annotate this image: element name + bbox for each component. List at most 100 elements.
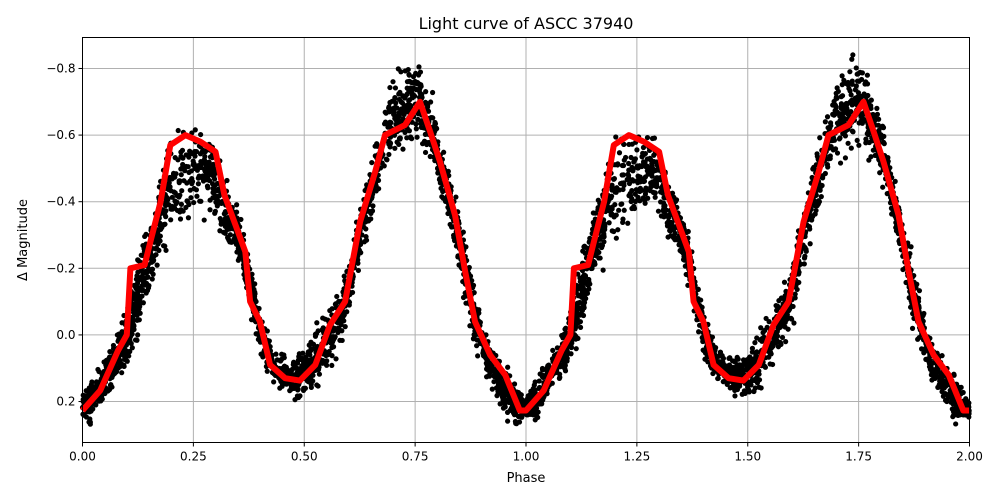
observation-point: [754, 380, 761, 386]
observation-point: [830, 111, 836, 117]
observation-point: [842, 155, 849, 161]
observation-point: [505, 418, 511, 424]
observation-point: [784, 312, 790, 318]
observation-point: [768, 351, 774, 357]
observation-point: [809, 214, 816, 220]
observation-point: [769, 340, 776, 346]
observation-point: [453, 194, 459, 200]
observation-point: [178, 153, 184, 159]
observation-point: [634, 163, 640, 169]
observation-point: [909, 325, 916, 331]
observation-point: [539, 365, 546, 372]
observation-point: [583, 295, 589, 302]
observation-point: [135, 292, 141, 298]
observation-point: [856, 142, 862, 148]
observation-point: [136, 317, 142, 323]
observation-point: [441, 149, 447, 155]
observation-point: [783, 339, 789, 345]
observation-point: [563, 325, 569, 331]
observation-point: [430, 115, 436, 121]
observation-point: [143, 270, 150, 276]
observation-point: [387, 119, 393, 125]
observation-point: [134, 273, 140, 279]
observation-point: [271, 379, 277, 385]
observation-point: [876, 116, 882, 122]
observation-point: [93, 402, 99, 408]
observation-point: [762, 364, 769, 370]
y-tick-label: −0.4: [46, 195, 75, 209]
observation-point: [176, 180, 182, 186]
observation-point: [825, 156, 831, 162]
observation-point: [107, 349, 113, 355]
observation-point: [592, 210, 599, 216]
observation-point: [218, 200, 225, 206]
observation-point: [839, 73, 845, 79]
observation-point: [185, 164, 191, 170]
observation-point: [146, 266, 152, 272]
observation-point: [683, 271, 689, 278]
observation-point: [752, 340, 758, 346]
observation-point: [915, 336, 921, 342]
observation-point: [224, 177, 230, 184]
observation-point: [323, 352, 329, 359]
observation-point: [392, 104, 398, 111]
observation-point: [580, 248, 586, 254]
observation-point: [489, 364, 495, 370]
observation-point: [587, 281, 593, 287]
observation-point: [727, 385, 733, 391]
y-tick-label: 0.2: [56, 395, 75, 409]
observation-point: [608, 195, 614, 201]
observation-point: [628, 198, 634, 205]
observation-point: [470, 282, 477, 288]
observation-point: [206, 177, 213, 184]
observation-point: [847, 99, 853, 105]
observation-point: [178, 207, 184, 213]
observation-point: [138, 287, 145, 294]
observation-point: [834, 95, 840, 101]
observation-point: [533, 407, 539, 413]
observation-point: [191, 160, 197, 167]
observation-point: [626, 141, 632, 148]
observation-point: [294, 360, 301, 366]
observation-point: [625, 160, 632, 167]
observation-point: [179, 188, 185, 194]
observation-point: [772, 332, 779, 338]
observation-point: [649, 173, 655, 179]
observation-point: [781, 279, 788, 285]
observation-point: [838, 94, 844, 100]
observation-point: [762, 327, 768, 333]
observation-point: [661, 214, 667, 220]
observation-point: [182, 168, 188, 174]
observation-point: [161, 222, 167, 228]
observation-point: [875, 122, 882, 128]
observation-point: [260, 354, 266, 360]
observation-point: [238, 250, 244, 257]
observation-point: [381, 121, 388, 127]
observation-point: [848, 109, 854, 115]
observation-point: [649, 135, 656, 142]
observation-point: [451, 234, 457, 241]
observation-point: [330, 337, 337, 343]
observation-point: [143, 275, 149, 281]
observation-point: [715, 375, 721, 381]
x-tick-label: 0.75: [402, 450, 429, 464]
observation-point: [316, 371, 323, 377]
observation-point: [195, 181, 201, 187]
observation-point: [398, 69, 404, 75]
observation-point: [505, 364, 511, 370]
observation-point: [165, 195, 171, 201]
observation-point: [84, 394, 90, 400]
observation-point: [178, 201, 185, 207]
observation-point: [870, 111, 876, 118]
x-tick-label: 2.00: [956, 450, 983, 464]
observation-point: [143, 290, 149, 296]
observation-point: [400, 146, 406, 152]
observation-point: [613, 235, 619, 241]
observation-point: [86, 419, 92, 425]
x-tick-label: 0.50: [291, 450, 318, 464]
observation-point: [284, 370, 291, 376]
observation-point: [83, 414, 89, 420]
observation-point: [613, 134, 619, 140]
observation-point: [648, 180, 654, 186]
observation-point: [577, 324, 584, 330]
